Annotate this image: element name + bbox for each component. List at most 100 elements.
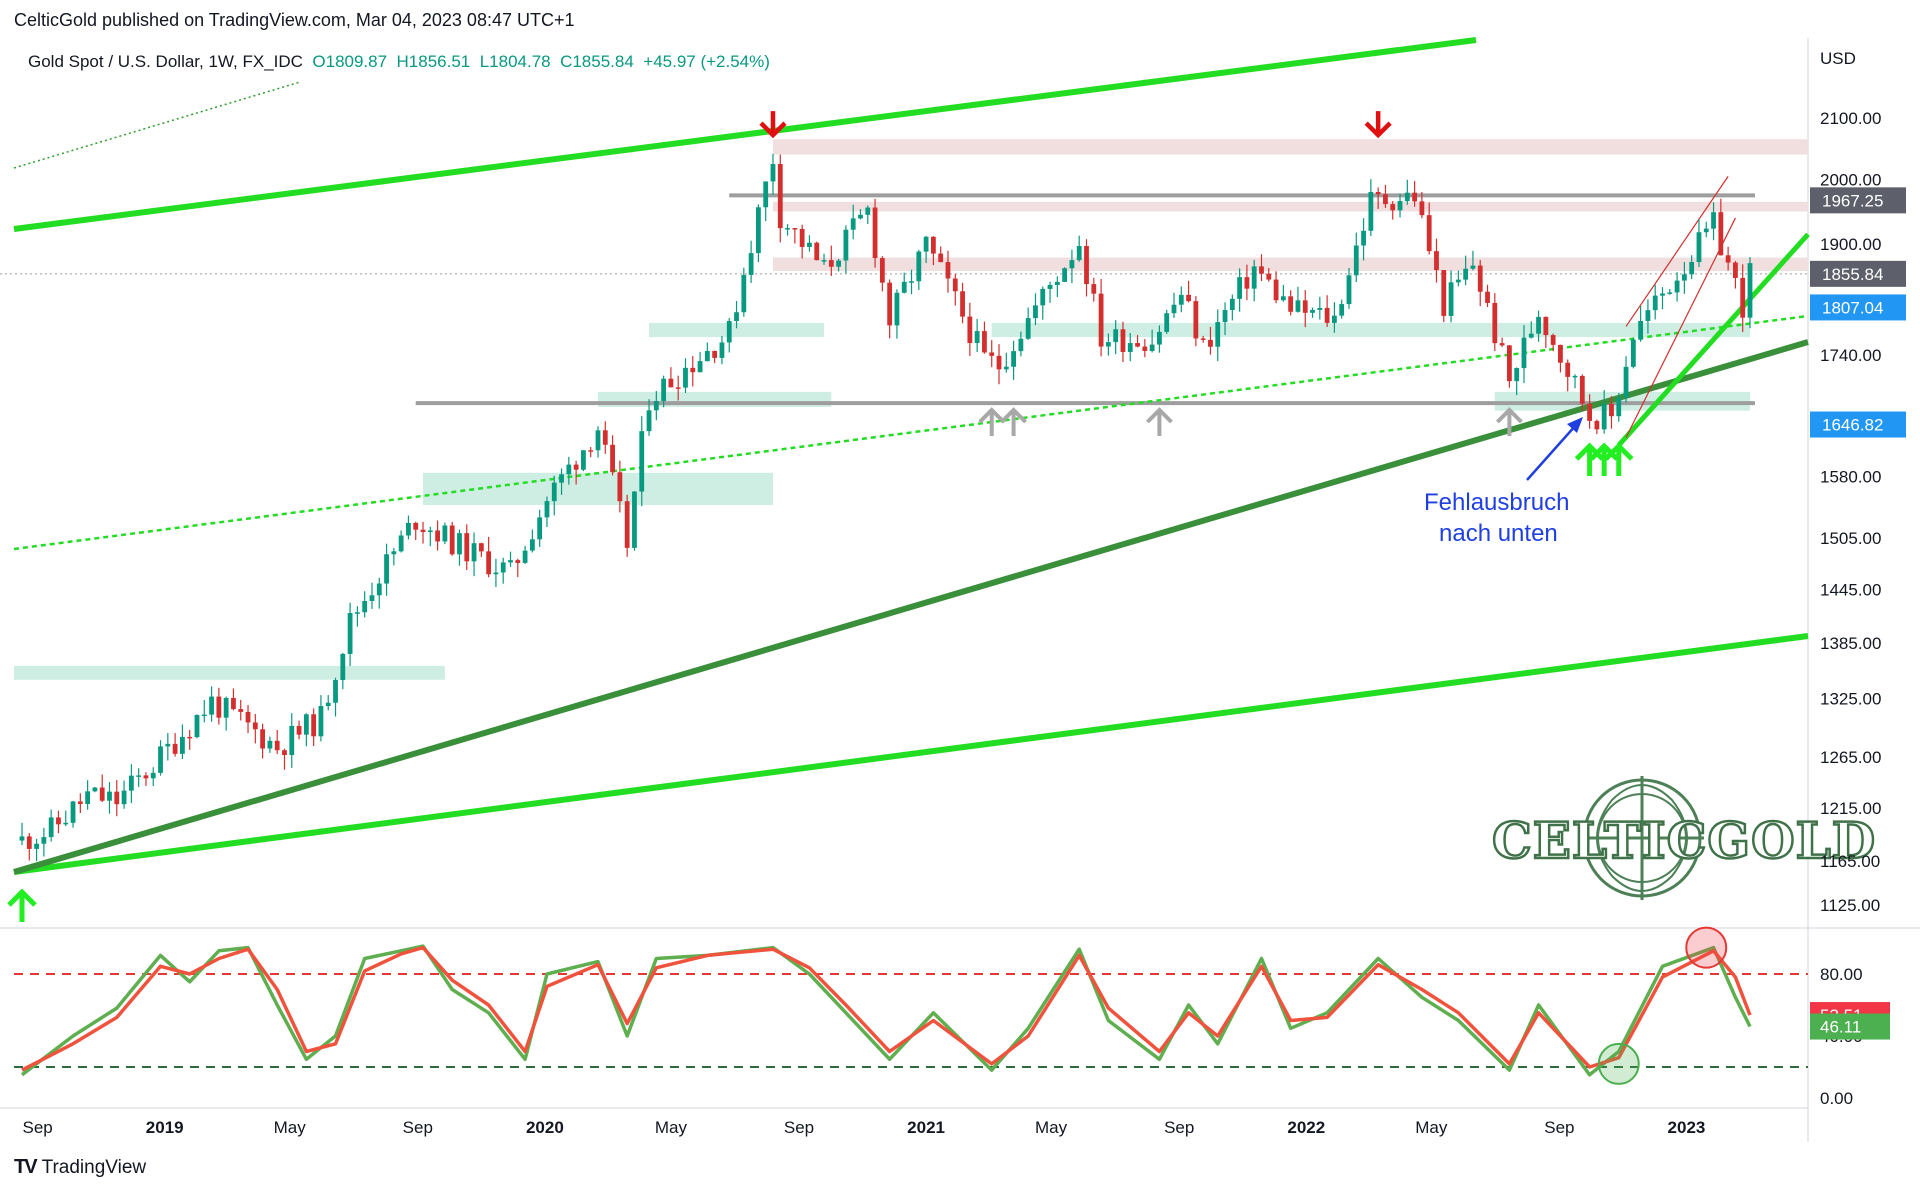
time-tick-label: 2019 bbox=[146, 1118, 184, 1137]
candle-body bbox=[442, 525, 448, 542]
celticgold-logo: CELTICGOLD bbox=[1491, 776, 1876, 900]
candle-body bbox=[296, 725, 302, 735]
candle-body bbox=[1346, 275, 1352, 305]
candle-body bbox=[216, 696, 222, 718]
candle-body bbox=[719, 342, 725, 358]
candle-body bbox=[704, 350, 710, 362]
candle-body bbox=[391, 551, 397, 555]
stoch-value-label: 46.11 bbox=[1820, 1018, 1861, 1037]
candle-body bbox=[624, 501, 630, 548]
candle-body bbox=[354, 612, 360, 614]
candle-body bbox=[1280, 296, 1286, 301]
tradingview-brand: TradingView bbox=[41, 1156, 147, 1178]
candle-body bbox=[303, 714, 309, 735]
publisher-header: CelticGold published on TradingView.com,… bbox=[14, 10, 575, 30]
candle-body bbox=[449, 525, 455, 555]
time-tick-label: 2021 bbox=[907, 1118, 945, 1137]
candle-body bbox=[143, 775, 149, 779]
price-tick-label: 2000.00 bbox=[1820, 171, 1881, 190]
candle-body bbox=[457, 533, 462, 555]
major-support-trendline bbox=[13, 339, 1809, 875]
candle-body bbox=[1543, 316, 1549, 336]
candle-body bbox=[529, 539, 535, 551]
symbol-name[interactable]: Gold Spot / U.S. Dollar, 1W, FX_IDC bbox=[28, 52, 303, 71]
candle-body bbox=[1703, 228, 1709, 233]
candle-body bbox=[1485, 291, 1490, 303]
candle-body bbox=[1244, 277, 1250, 289]
price-badge bbox=[1810, 187, 1906, 214]
price-tick-label: 1385.00 bbox=[1820, 634, 1881, 653]
candle-body bbox=[267, 740, 273, 749]
candle-body bbox=[879, 258, 885, 283]
price-tick-label: 1125.00 bbox=[1820, 896, 1880, 915]
candle-body bbox=[1419, 201, 1425, 216]
price-tick-label: 2100.00 bbox=[1820, 109, 1881, 128]
candle-body bbox=[1572, 375, 1578, 378]
support-zone-1 bbox=[649, 322, 825, 338]
candle-body bbox=[1638, 320, 1644, 340]
candle-body bbox=[1441, 270, 1447, 316]
candle-body bbox=[1113, 329, 1119, 343]
candle-body bbox=[595, 430, 601, 451]
candle-body bbox=[756, 207, 761, 254]
time-tick-label: Sep bbox=[1164, 1118, 1194, 1137]
candle-body bbox=[165, 743, 171, 747]
red-down-arrow-icon bbox=[1364, 111, 1392, 139]
candle-body bbox=[311, 714, 317, 737]
lower-channel-line bbox=[13, 633, 1809, 875]
upper-channel-line bbox=[13, 37, 1477, 232]
candle-body bbox=[56, 817, 61, 825]
candle-body bbox=[1310, 309, 1315, 313]
tradingview-footer[interactable]: TV TradingView bbox=[14, 1156, 146, 1179]
candle-body bbox=[260, 729, 266, 749]
ohlc-high: H1856.51 bbox=[396, 52, 471, 71]
resistance-zone-mid bbox=[772, 201, 1809, 212]
price-tick-label: 1325.00 bbox=[1820, 690, 1881, 709]
candle-body bbox=[1601, 403, 1607, 430]
annotation-arrow-line bbox=[1526, 424, 1577, 481]
candle-body bbox=[1084, 246, 1089, 285]
gray-up-arrow-icon bbox=[1495, 407, 1523, 436]
candle-body bbox=[1630, 339, 1636, 367]
candle-body bbox=[858, 214, 863, 219]
candle-body bbox=[274, 740, 280, 751]
candle-body bbox=[1375, 192, 1381, 195]
candle-body bbox=[158, 746, 163, 773]
candle-body bbox=[1499, 343, 1505, 346]
candle-body bbox=[1448, 282, 1454, 316]
candle-body bbox=[1733, 262, 1738, 278]
candle-body bbox=[420, 529, 426, 532]
candle-body bbox=[792, 228, 798, 230]
stoch-tick-label: 80.00 bbox=[1820, 965, 1863, 984]
candle-body bbox=[1426, 215, 1432, 252]
candle-body bbox=[1434, 251, 1439, 271]
candle-body bbox=[544, 501, 550, 518]
candle-body bbox=[486, 551, 492, 575]
candle-body bbox=[632, 491, 637, 548]
candle-body bbox=[19, 836, 25, 841]
price-tick-label: 1900.00 bbox=[1820, 235, 1881, 254]
candle-body bbox=[1506, 345, 1512, 382]
candle-body bbox=[734, 312, 739, 322]
false-breakout-annotation: Fehlausbruch nach unten bbox=[1424, 417, 1583, 547]
candle-body bbox=[128, 775, 134, 791]
time-tick-label: May bbox=[1035, 1118, 1068, 1137]
candle-body bbox=[537, 517, 543, 540]
candle-body bbox=[1317, 307, 1323, 310]
candle-body bbox=[231, 697, 236, 710]
oversold-marker bbox=[1597, 1042, 1640, 1085]
price-badge bbox=[1810, 260, 1906, 287]
stoch-value-badge bbox=[1810, 1013, 1890, 1040]
candle-body bbox=[1105, 342, 1111, 347]
candle-body bbox=[1565, 362, 1571, 377]
candle-body bbox=[1492, 302, 1498, 344]
candle-body bbox=[1579, 375, 1585, 404]
candle-body bbox=[799, 228, 805, 247]
candle-body bbox=[471, 543, 477, 562]
candle-body bbox=[1251, 266, 1257, 289]
candle-body bbox=[785, 228, 790, 230]
support-zone-2 bbox=[991, 322, 1750, 338]
candle-body bbox=[1237, 277, 1243, 299]
candle-body bbox=[77, 801, 83, 805]
